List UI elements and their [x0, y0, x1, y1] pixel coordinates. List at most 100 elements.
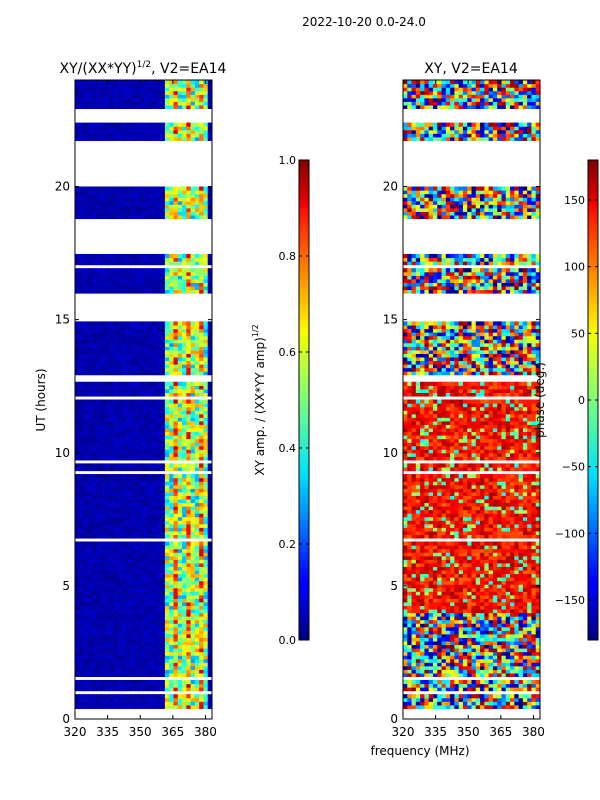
heatmap-cell: [113, 672, 119, 677]
heatmap-cell: [186, 271, 192, 276]
heatmap-cell: [203, 328, 209, 333]
heatmap-cell: [497, 683, 503, 688]
heatmap-cell: [126, 559, 132, 564]
heatmap-cell: [96, 420, 102, 425]
heatmap-cell: [173, 456, 179, 461]
heatmap-cell: [79, 541, 85, 546]
heatmap-cell: [152, 339, 157, 344]
heatmap-cell: [424, 697, 430, 702]
heatmap-cell: [156, 80, 162, 85]
heatmap-cell: [186, 616, 192, 621]
heatmap-cell: [152, 548, 157, 553]
heatmap-cell: [87, 569, 93, 575]
heatmap-cell: [177, 566, 183, 571]
heatmap-cell: [199, 427, 205, 433]
heatmap-cell: [514, 662, 520, 667]
heatmap-cell: [87, 278, 93, 283]
heatmap-cell: [100, 80, 106, 85]
heatmap-cell: [130, 694, 136, 699]
heatmap-cell: [194, 502, 200, 507]
heatmap-cell: [87, 367, 93, 372]
heatmap-cell: [203, 403, 209, 408]
heatmap-cell: [92, 371, 98, 376]
heatmap-cell: [190, 488, 196, 493]
heatmap-cell: [83, 701, 89, 706]
heatmap-cell: [164, 257, 170, 262]
heatmap-cell: [164, 513, 170, 518]
heatmap-cell: [518, 644, 524, 649]
heatmap-cell: [83, 530, 89, 535]
heatmap-cell: [501, 630, 507, 635]
heatmap-cell: [203, 253, 209, 259]
heatmap-cell: [160, 541, 166, 546]
heatmap-cell: [497, 694, 503, 699]
heatmap-cell: [199, 456, 205, 461]
heatmap-cell: [160, 452, 166, 457]
heatmap-cell: [450, 655, 455, 660]
heatmap-cell: [117, 324, 123, 330]
heatmap-cell: [480, 658, 485, 663]
heatmap-cell: [104, 562, 110, 567]
heatmap-cell: [164, 360, 170, 365]
heatmap-cell: [117, 342, 123, 347]
heatmap-cell: [467, 687, 473, 692]
heatmap-cell: [190, 133, 196, 138]
heatmap-cell: [83, 474, 89, 479]
heatmap-cell: [100, 289, 106, 294]
heatmap-cell: [130, 633, 136, 638]
heatmap-cell: [122, 672, 127, 677]
heatmap-cell: [122, 679, 127, 685]
heatmap-cell: [109, 445, 115, 450]
heatmap-cell: [83, 577, 89, 582]
heatmap-cell: [177, 616, 183, 621]
heatmap-cell: [87, 598, 93, 603]
heatmap-cell: [100, 335, 106, 340]
heatmap-cell: [113, 562, 119, 567]
heatmap-cell: [109, 484, 115, 489]
heatmap-cell: [160, 633, 166, 638]
heatmap-cell: [199, 605, 205, 610]
heatmap-cell: [143, 697, 149, 702]
heatmap-cell: [535, 669, 540, 674]
heatmap-cell: [113, 612, 119, 617]
heatmap-cell: [117, 569, 123, 575]
heatmap-cell: [173, 104, 179, 109]
heatmap-cell: [92, 541, 98, 546]
heatmap-cell: [160, 207, 166, 212]
heatmap-cell: [164, 367, 170, 372]
heatmap-cell: [160, 403, 166, 408]
heatmap-cell: [139, 200, 145, 205]
heatmap-cell: [186, 253, 192, 259]
heatmap-cell: [96, 424, 102, 429]
heatmap-cell: [203, 694, 209, 699]
heatmap-cell: [182, 190, 187, 195]
heatmap-cell: [186, 275, 192, 280]
heatmap-cell: [152, 328, 157, 333]
heatmap-cell: [164, 541, 170, 546]
heatmap-cell: [164, 403, 170, 408]
heatmap-cell: [186, 534, 192, 539]
heatmap-cell: [92, 456, 98, 461]
heatmap-cell: [75, 594, 80, 599]
heatmap-cell: [109, 481, 115, 486]
heatmap-cell: [134, 488, 140, 493]
heatmap-cell: [173, 371, 179, 376]
heatmap-cell: [147, 207, 153, 212]
heatmap-cell: [156, 509, 162, 514]
heatmap-cell: [113, 601, 119, 606]
heatmap-cell: [160, 566, 166, 571]
heatmap-cell: [87, 648, 93, 653]
heatmap-cell: [182, 502, 187, 507]
heatmap-cell: [186, 477, 192, 482]
heatmap-cell: [87, 104, 93, 109]
heatmap-cell: [122, 399, 127, 404]
phase-plot-area[interactable]: [403, 80, 541, 709]
heatmap-cell: [104, 97, 110, 102]
heatmap-cell: [147, 474, 153, 479]
heatmap-cell: [79, 332, 85, 337]
heatmap-cell: [139, 509, 145, 514]
heatmap-cell: [113, 438, 119, 443]
heatmap-cell: [203, 665, 209, 670]
amplitude-plot-area[interactable]: [75, 80, 213, 709]
heatmap-cell: [152, 513, 157, 518]
